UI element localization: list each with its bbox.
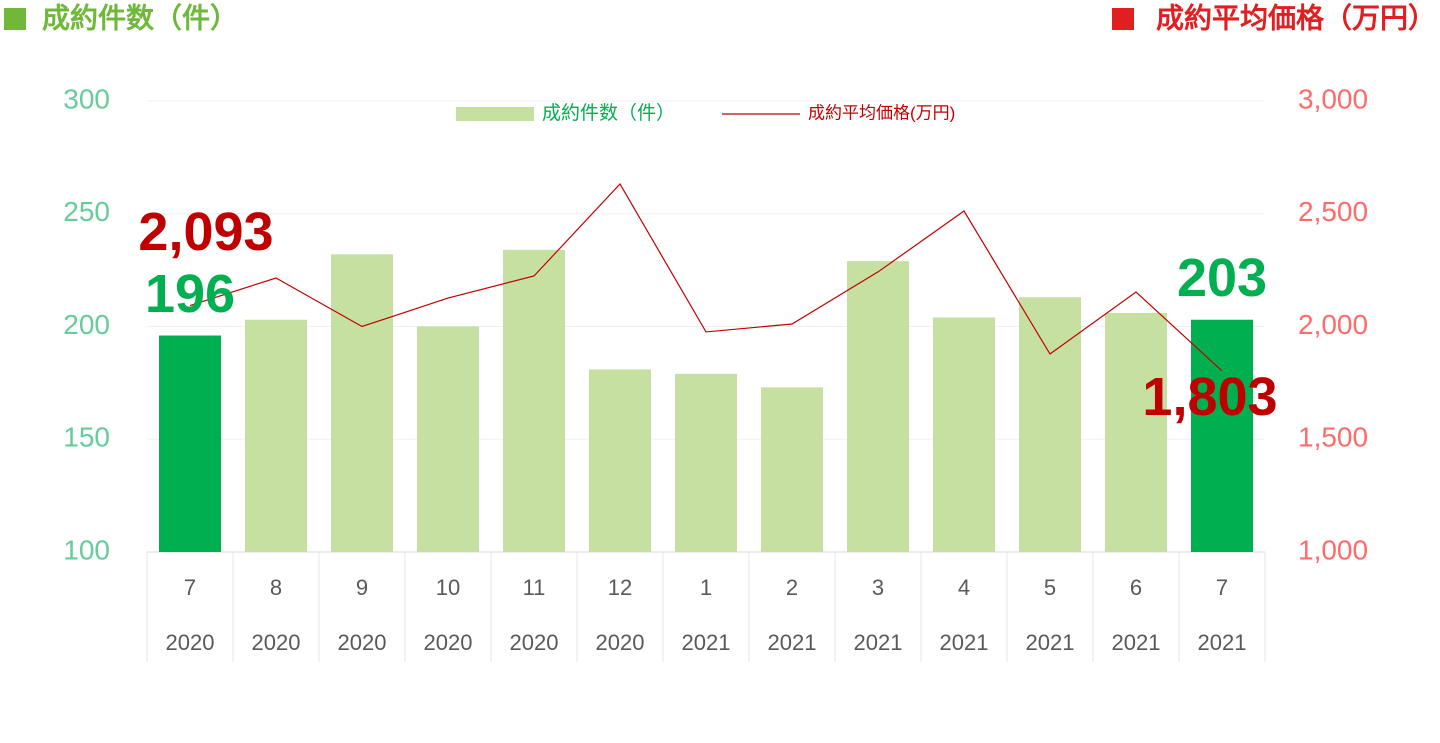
y2-tick-label: 3,000 xyxy=(1298,83,1368,114)
x-tick-label: 9 xyxy=(356,575,368,600)
x-tick-label: 10 xyxy=(436,575,460,600)
x-tick-label: 1 xyxy=(700,575,712,600)
bar xyxy=(933,317,995,552)
bar xyxy=(503,249,565,552)
bar xyxy=(761,387,823,552)
x-tick-label: 12 xyxy=(608,575,632,600)
x-tick-year: 2021 xyxy=(1112,630,1161,655)
bar xyxy=(589,369,651,552)
y-tick-label: 300 xyxy=(63,83,110,114)
x-tick-year: 2020 xyxy=(510,630,559,655)
data-label: 196 xyxy=(145,264,235,324)
x-tick-label: 3 xyxy=(872,575,884,600)
x-tick-year: 2020 xyxy=(252,630,301,655)
x-tick-year: 2021 xyxy=(854,630,903,655)
y2-tick-label: 1,500 xyxy=(1298,422,1368,453)
legend-swatch xyxy=(456,107,534,121)
y2-axis-title: 成約平均価格（万円） xyxy=(1156,1,1436,33)
x-tick-label: 2 xyxy=(786,575,798,600)
data-label: 1,803 xyxy=(1142,367,1277,427)
x-tick-year: 2020 xyxy=(596,630,645,655)
x-tick-label: 8 xyxy=(270,575,282,600)
x-tick-label: 11 xyxy=(523,575,546,600)
x-tick-label: 6 xyxy=(1130,575,1142,600)
bar xyxy=(675,373,737,552)
x-tick-year: 2020 xyxy=(166,630,215,655)
header-icon xyxy=(1112,8,1134,30)
data-label: 203 xyxy=(1177,248,1267,308)
line xyxy=(189,182,1223,372)
bar xyxy=(417,326,479,552)
y-tick-label: 100 xyxy=(63,534,110,565)
y2-tick-label: 1,000 xyxy=(1298,534,1368,565)
x-tick-year: 2021 xyxy=(1198,630,1247,655)
x-tick-year: 2021 xyxy=(682,630,731,655)
y2-tick-label: 2,500 xyxy=(1298,196,1368,227)
header-icon xyxy=(4,8,26,30)
x-tick-year: 2020 xyxy=(424,630,473,655)
x-tick-year: 2020 xyxy=(338,630,387,655)
bar xyxy=(159,335,221,552)
x-tick-year: 2021 xyxy=(768,630,817,655)
x-tick-label: 4 xyxy=(958,575,970,600)
y2-tick-label: 2,000 xyxy=(1298,309,1368,340)
bar xyxy=(847,261,909,552)
bar xyxy=(245,319,307,552)
legend-label: 成約平均価格(万円) xyxy=(808,103,955,122)
y-tick-label: 200 xyxy=(63,309,110,340)
bar xyxy=(331,254,393,552)
data-label: 2,093 xyxy=(138,202,273,262)
bar xyxy=(1191,319,1253,552)
x-tick-label: 7 xyxy=(1216,575,1228,600)
x-tick-year: 2021 xyxy=(1026,630,1075,655)
x-tick-label: 5 xyxy=(1044,575,1056,600)
x-tick-year: 2021 xyxy=(940,630,989,655)
y-tick-label: 150 xyxy=(63,422,110,453)
bar xyxy=(1019,297,1081,552)
x-tick-label: 7 xyxy=(184,575,196,600)
legend-label: 成約件数（件） xyxy=(542,102,675,124)
bar xyxy=(1105,312,1167,552)
y-axis-title: 成約件数（件） xyxy=(42,1,238,33)
y-tick-label: 250 xyxy=(63,196,110,227)
